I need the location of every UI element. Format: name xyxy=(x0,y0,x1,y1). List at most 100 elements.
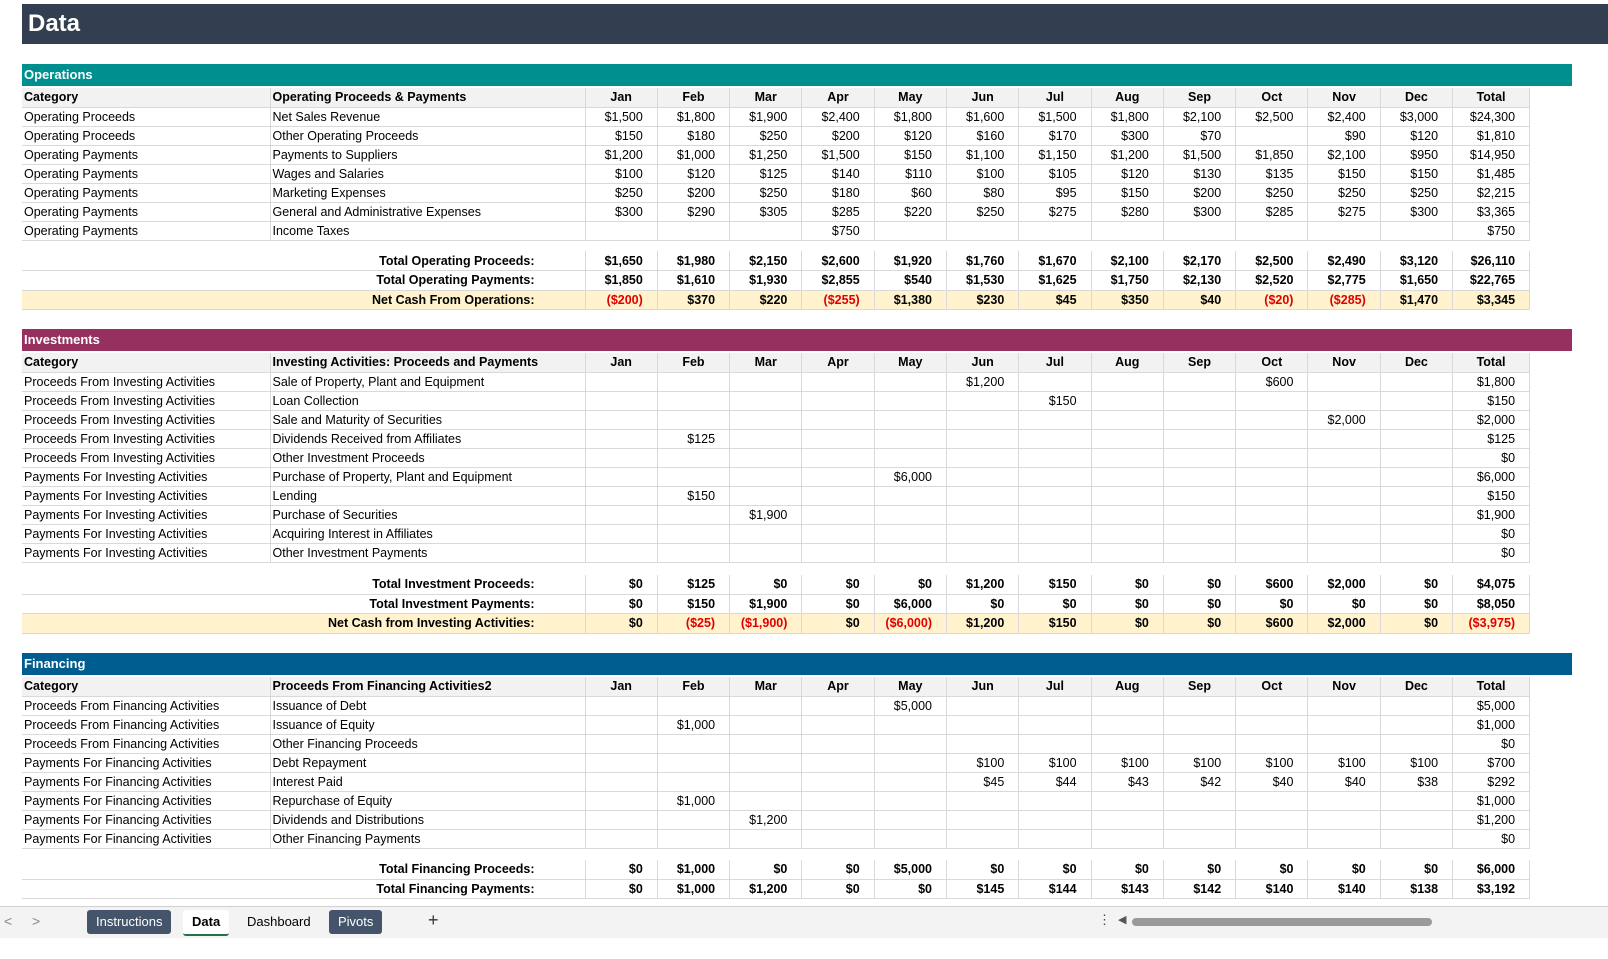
value-cell[interactable] xyxy=(946,696,1020,716)
value-cell[interactable] xyxy=(801,829,875,849)
value-cell[interactable]: $100 xyxy=(946,753,1020,773)
item-cell[interactable]: Other Investment Proceeds xyxy=(270,448,586,468)
category-cell[interactable]: Operating Payments xyxy=(22,183,271,203)
total-value-cell[interactable]: $0 xyxy=(1380,594,1454,614)
value-cell[interactable] xyxy=(1091,391,1164,411)
total-value-cell[interactable]: $1,650 xyxy=(585,251,658,271)
value-cell[interactable] xyxy=(1235,810,1309,830)
value-cell[interactable] xyxy=(801,772,875,792)
value-cell[interactable] xyxy=(946,448,1020,468)
value-cell[interactable] xyxy=(874,791,947,811)
value-cell[interactable] xyxy=(657,505,731,525)
value-cell[interactable] xyxy=(1018,410,1092,430)
total-value-cell[interactable]: $0 xyxy=(801,574,875,595)
value-cell[interactable]: $3,000 xyxy=(1380,107,1454,127)
value-cell[interactable] xyxy=(657,772,731,792)
category-cell[interactable]: Payments For Investing Activities xyxy=(22,543,271,563)
total-value-cell[interactable]: $0 xyxy=(585,613,658,634)
value-cell[interactable]: $250 xyxy=(1380,183,1454,203)
value-cell[interactable] xyxy=(1018,221,1092,241)
total-cell[interactable]: $1,485 xyxy=(1452,164,1531,184)
value-cell[interactable] xyxy=(1163,696,1237,716)
value-cell[interactable] xyxy=(874,772,947,792)
value-cell[interactable] xyxy=(1380,791,1454,811)
value-cell[interactable] xyxy=(657,221,731,241)
value-cell[interactable] xyxy=(801,791,875,811)
value-cell[interactable] xyxy=(1307,543,1381,563)
value-cell[interactable]: $600 xyxy=(1235,372,1309,392)
total-value-cell[interactable]: $143 xyxy=(1091,879,1164,899)
value-cell[interactable] xyxy=(585,829,658,849)
value-cell[interactable] xyxy=(729,696,803,716)
category-cell[interactable]: Payments For Financing Activities xyxy=(22,810,271,830)
total-cell[interactable]: $5,000 xyxy=(1452,696,1531,716)
total-label-cell[interactable]: Net Cash From Operations: xyxy=(22,290,586,310)
total-value-cell[interactable]: $2,520 xyxy=(1235,270,1309,291)
total-value-cell[interactable]: ($285) xyxy=(1307,290,1381,310)
grand-total-cell[interactable]: $8,050 xyxy=(1452,594,1531,614)
total-value-cell[interactable]: $0 xyxy=(1091,859,1164,880)
value-cell[interactable] xyxy=(1380,696,1454,716)
total-cell[interactable]: $1,800 xyxy=(1452,372,1531,392)
value-cell[interactable] xyxy=(801,810,875,830)
value-cell[interactable] xyxy=(946,734,1020,754)
value-cell[interactable] xyxy=(729,791,803,811)
total-value-cell[interactable]: $150 xyxy=(1018,574,1092,595)
value-cell[interactable]: $1,200 xyxy=(729,810,803,830)
value-cell[interactable] xyxy=(874,810,947,830)
value-cell[interactable]: $120 xyxy=(1091,164,1164,184)
value-cell[interactable]: $2,100 xyxy=(1163,107,1237,127)
value-cell[interactable]: $100 xyxy=(1163,753,1237,773)
value-cell[interactable]: $220 xyxy=(874,202,947,222)
value-cell[interactable]: $135 xyxy=(1235,164,1309,184)
next-sheet-icon[interactable]: > xyxy=(32,913,41,929)
category-cell[interactable]: Payments For Investing Activities xyxy=(22,467,271,487)
value-cell[interactable] xyxy=(1307,829,1381,849)
item-cell[interactable]: Acquiring Interest in Affiliates xyxy=(270,524,586,544)
value-cell[interactable]: $285 xyxy=(1235,202,1309,222)
value-cell[interactable] xyxy=(946,810,1020,830)
total-cell[interactable]: $750 xyxy=(1452,221,1531,241)
total-value-cell[interactable]: $1,610 xyxy=(657,270,731,291)
value-cell[interactable] xyxy=(1235,543,1309,563)
value-cell[interactable]: $1,800 xyxy=(1091,107,1164,127)
total-value-cell[interactable]: ($255) xyxy=(801,290,875,310)
item-cell[interactable]: Debt Repayment xyxy=(270,753,586,773)
value-cell[interactable] xyxy=(1380,410,1454,430)
value-cell[interactable] xyxy=(1018,734,1092,754)
value-cell[interactable]: $1,900 xyxy=(729,505,803,525)
item-cell[interactable]: Dividends and Distributions xyxy=(270,810,586,830)
value-cell[interactable]: $2,400 xyxy=(801,107,875,127)
value-cell[interactable] xyxy=(729,734,803,754)
value-cell[interactable]: $100 xyxy=(1307,753,1381,773)
value-cell[interactable] xyxy=(1307,429,1381,449)
value-cell[interactable] xyxy=(946,410,1020,430)
category-cell[interactable]: Proceeds From Investing Activities xyxy=(22,391,271,411)
tab-data[interactable]: Data xyxy=(183,910,230,936)
value-cell[interactable] xyxy=(801,753,875,773)
value-cell[interactable] xyxy=(1380,467,1454,487)
value-cell[interactable]: $1,200 xyxy=(1091,145,1164,165)
item-cell[interactable]: Other Financing Payments xyxy=(270,829,586,849)
total-value-cell[interactable]: $2,000 xyxy=(1307,613,1381,634)
value-cell[interactable] xyxy=(657,696,731,716)
total-value-cell[interactable]: $600 xyxy=(1235,574,1309,595)
total-label-cell[interactable]: Total Operating Payments: xyxy=(22,270,586,291)
total-value-cell[interactable]: $0 xyxy=(585,879,658,899)
value-cell[interactable]: $5,000 xyxy=(874,696,947,716)
value-cell[interactable]: $120 xyxy=(874,126,947,146)
value-cell[interactable] xyxy=(1091,715,1164,735)
value-cell[interactable] xyxy=(1018,429,1092,449)
total-value-cell[interactable]: $2,500 xyxy=(1235,251,1309,271)
item-cell[interactable]: Issuance of Equity xyxy=(270,715,586,735)
value-cell[interactable] xyxy=(946,429,1020,449)
total-label-cell[interactable]: Total Investment Proceeds: xyxy=(22,574,586,595)
value-cell[interactable] xyxy=(1091,429,1164,449)
value-cell[interactable] xyxy=(1163,467,1237,487)
value-cell[interactable]: $275 xyxy=(1307,202,1381,222)
value-cell[interactable] xyxy=(1163,372,1237,392)
value-cell[interactable] xyxy=(801,448,875,468)
grand-total-cell[interactable]: $3,345 xyxy=(1452,290,1531,310)
value-cell[interactable] xyxy=(1235,696,1309,716)
value-cell[interactable] xyxy=(1163,410,1237,430)
